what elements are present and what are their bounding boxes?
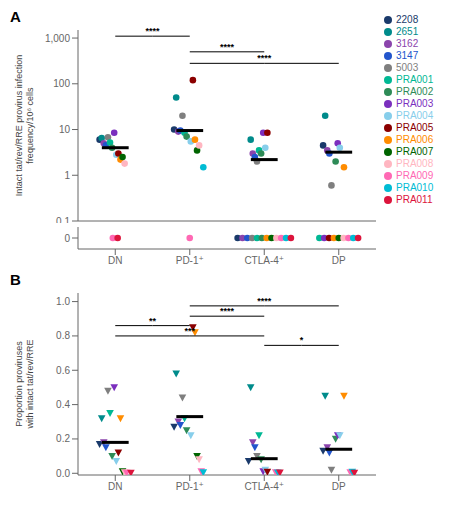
svg-text:****: **** [220, 306, 235, 316]
svg-text:DP: DP [332, 481, 346, 492]
svg-text:****: **** [220, 42, 235, 52]
svg-text:PD-1⁺: PD-1⁺ [176, 481, 204, 492]
html-text:PRA010: PRA010 [396, 182, 434, 193]
svg-text:1,000: 1,000 [45, 33, 70, 44]
svg-text:****: **** [257, 296, 272, 306]
svg-text:***: *** [184, 326, 195, 336]
html-text:PRA007: PRA007 [396, 146, 434, 157]
svg-text:DN: DN [108, 481, 122, 492]
svg-text:1.0: 1.0 [56, 296, 70, 307]
svg-text:****: **** [145, 26, 160, 36]
svg-text:**: ** [149, 316, 157, 326]
svg-text:0.8: 0.8 [56, 330, 70, 341]
html-text:A: A [10, 8, 21, 25]
svg-text:0.1: 0.1 [56, 216, 70, 223]
svg-text:*: * [300, 335, 304, 345]
svg-text:****: **** [257, 53, 272, 63]
html-text:PRA004: PRA004 [396, 110, 434, 121]
html-text:PRA001: PRA001 [396, 74, 434, 85]
html-text:PRA008: PRA008 [396, 158, 434, 169]
html-text:3147: 3147 [396, 50, 419, 61]
svg-text:10: 10 [59, 124, 71, 135]
svg-text:0: 0 [64, 233, 70, 244]
html-text:PRA002: PRA002 [396, 86, 434, 97]
svg-text:100: 100 [53, 78, 70, 89]
svg-text:0.2: 0.2 [56, 433, 70, 444]
svg-text:0.6: 0.6 [56, 365, 70, 376]
svg-text:DP: DP [332, 255, 346, 266]
html-text:PRA003: PRA003 [396, 98, 434, 109]
svg-text:CTLA-4⁺: CTLA-4⁺ [244, 255, 284, 266]
html-text:PRA005: PRA005 [396, 122, 434, 133]
svg-text:PD-1⁺: PD-1⁺ [176, 255, 204, 266]
html-text:PRA011: PRA011 [396, 194, 433, 205]
html-text:B: B [10, 271, 21, 288]
svg-text:Proportion proviruseswith inta: Proportion proviruseswith intact tat/rev… [14, 339, 35, 429]
html-text:3162: 3162 [396, 38, 419, 49]
html-text:PRA006: PRA006 [396, 134, 434, 145]
html-text:5003: 5003 [396, 62, 419, 73]
svg-text:CTLA-4⁺: CTLA-4⁺ [244, 481, 284, 492]
svg-text:Intact tat/rev/RRE provirus in: Intact tat/rev/RRE provirus infectionfre… [14, 55, 35, 197]
html-text:2651: 2651 [396, 26, 419, 37]
html-text:2208: 2208 [396, 14, 419, 25]
svg-text:DN: DN [108, 255, 122, 266]
svg-text:1: 1 [64, 170, 70, 181]
html-text:PRA009: PRA009 [396, 170, 434, 181]
svg-text:0.4: 0.4 [56, 399, 70, 410]
svg-text:0.0: 0.0 [56, 468, 70, 479]
